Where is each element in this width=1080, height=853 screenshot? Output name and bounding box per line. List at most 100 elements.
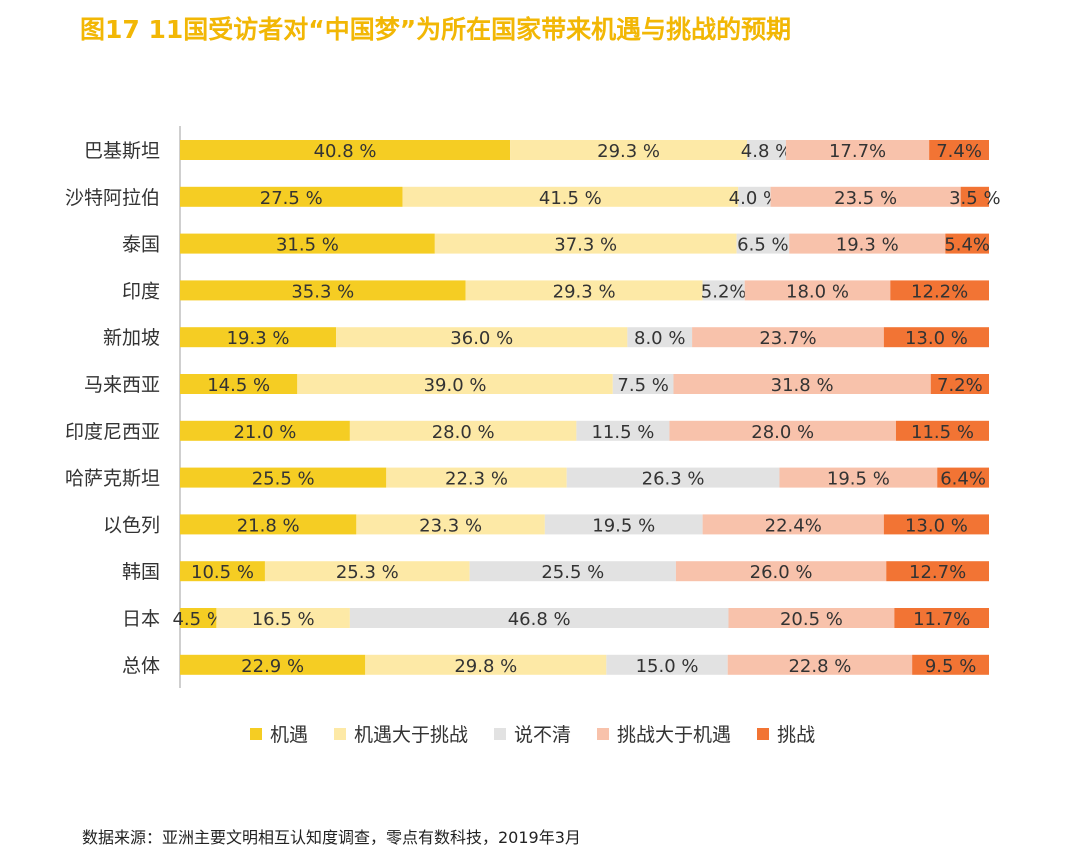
data-label: 11.7% [913, 609, 970, 630]
data-label: 31.5 % [276, 235, 339, 256]
category-label: 总体 [122, 655, 160, 677]
bar-segment [606, 654, 728, 675]
data-label: 18.0 % [786, 281, 849, 302]
category-label: 日本 [122, 608, 160, 630]
data-label: 23.3 % [419, 515, 482, 536]
legend-swatch [597, 727, 610, 740]
bar-segment [180, 233, 435, 254]
bar-segment [890, 280, 989, 301]
data-label: 36.0 % [450, 328, 513, 349]
bar-segment [744, 280, 891, 301]
legend-label: 机遇大于挑战 [354, 724, 469, 746]
bar-segment [779, 467, 938, 488]
data-label: 29.3 % [553, 281, 616, 302]
bar-segment [702, 514, 884, 535]
bar-segment [736, 233, 790, 254]
data-label: 19.5 % [827, 469, 890, 490]
bar-segment [895, 420, 989, 441]
bar-segment [180, 654, 366, 675]
legend-item: 说不清 [494, 720, 571, 747]
data-label: 27.5 % [260, 188, 323, 209]
page-title: 图17 11国受访者对“中国梦”为所在国家带来机遇与挑战的预期 [80, 15, 792, 44]
bar-segment [738, 186, 771, 207]
data-label: 22.4% [765, 515, 822, 536]
category-label: 印度 [122, 280, 160, 302]
data-label: 19.5 % [592, 515, 655, 536]
data-label: 11.5 % [911, 422, 974, 443]
bar-segment [544, 514, 703, 535]
data-label: 25.5 % [541, 562, 604, 583]
data-label: 13.0 % [905, 328, 968, 349]
data-label: 6.4% [940, 469, 986, 490]
bar-segment [673, 374, 931, 394]
bar-segment [886, 561, 989, 582]
data-label: 7.4% [936, 141, 982, 162]
category-label: 哈萨克斯坦 [65, 468, 160, 490]
data-label: 16.5 % [252, 609, 315, 630]
bar-segment [349, 608, 729, 628]
legend-label: 机遇 [270, 724, 309, 746]
data-label: 37.3 % [554, 235, 617, 256]
bar-segment [386, 467, 567, 488]
data-label: 25.5 % [252, 469, 315, 490]
data-label: 26.3 % [642, 469, 705, 490]
data-label: 5.2% [701, 281, 747, 302]
data-label: 39.0 % [424, 375, 487, 396]
data-label: 4.5 % [172, 609, 223, 630]
chart-legend: 机遇 机遇大于挑战 说不清 挑战大于机遇 挑战 [250, 720, 815, 747]
data-label: 21.8 % [237, 515, 300, 536]
data-label: 6.5 % [737, 235, 788, 256]
bar-segment [336, 327, 628, 348]
bar-segment [894, 608, 989, 628]
data-label: 22.8 % [788, 656, 851, 677]
data-label: 26.0 % [750, 562, 813, 583]
bar-segment [180, 514, 357, 535]
legend-label: 挑战 [777, 724, 816, 746]
category-label: 韩国 [122, 561, 160, 583]
bar-segment [510, 140, 748, 160]
data-label: 15.0 % [636, 656, 699, 677]
legend-label: 说不清 [514, 724, 572, 746]
bar-segment [728, 608, 895, 628]
data-label: 23.5 % [834, 188, 897, 209]
data-label: 4.8 % [741, 141, 792, 162]
bar-segment [883, 514, 989, 535]
data-label: 41.5 % [539, 188, 602, 209]
bar-segment [912, 654, 989, 675]
data-label: 25.3 % [336, 562, 399, 583]
data-label: 12.2% [911, 281, 968, 302]
bar-segment [576, 420, 670, 441]
legend-label: 挑战大于机遇 [617, 724, 732, 746]
bar-segment [180, 467, 387, 488]
category-label: 泰国 [122, 234, 160, 256]
bar-segment [216, 608, 350, 628]
legend-swatch [757, 727, 770, 740]
bar-segment [180, 420, 350, 441]
data-label: 9.5 % [925, 656, 976, 677]
bar-segment [180, 608, 217, 628]
bar-segment [612, 374, 674, 394]
bar-segment [627, 327, 693, 348]
bar-segment [180, 374, 298, 394]
data-source-note: 数据来源：亚洲主要文明相互认知度调查，零点有数科技，2019年3月 [82, 828, 581, 847]
data-label: 7.5 % [617, 375, 668, 396]
bar-segment [727, 654, 913, 675]
bar-segment [356, 514, 545, 535]
bar-segment [469, 561, 676, 582]
bar-segment [180, 561, 265, 582]
bar-segment [747, 140, 786, 160]
bar-segment [349, 420, 577, 441]
category-label: 新加坡 [103, 327, 160, 349]
data-label: 28.0 % [432, 422, 495, 443]
legend-item: 机遇 [250, 720, 308, 747]
data-label: 31.8 % [771, 375, 834, 396]
bar-segment [789, 233, 946, 254]
category-label: 印度尼西亚 [65, 421, 160, 443]
data-label: 14.5 % [207, 375, 270, 396]
bar-segment [434, 233, 737, 254]
bar-segment [402, 186, 739, 207]
bar-segment [930, 374, 989, 394]
bar-segment [180, 186, 403, 207]
legend-item: 机遇大于挑战 [334, 720, 468, 747]
data-label: 7.2% [937, 375, 983, 396]
